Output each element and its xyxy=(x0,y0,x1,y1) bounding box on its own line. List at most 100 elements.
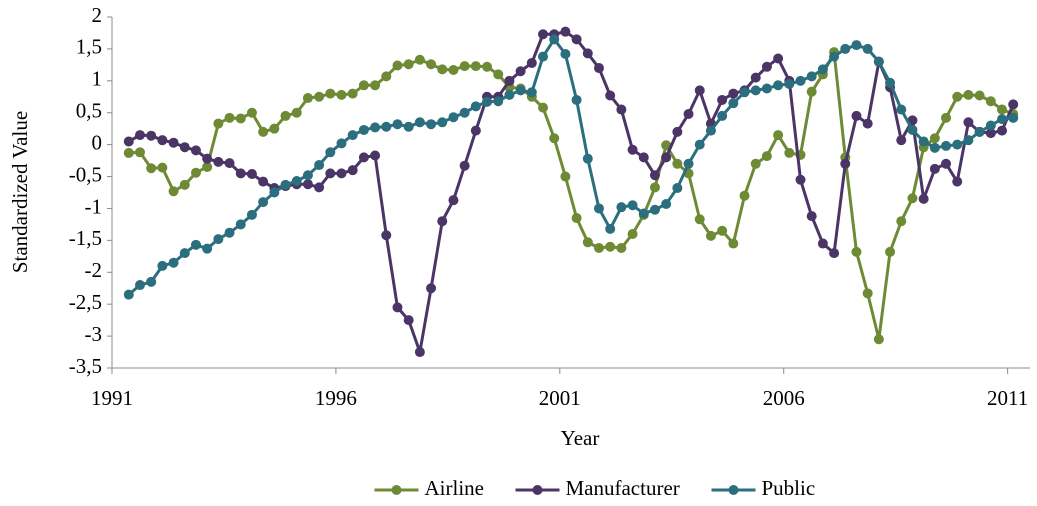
data-point xyxy=(896,104,907,115)
data-point xyxy=(179,142,190,153)
data-point xyxy=(661,198,672,209)
data-point xyxy=(885,77,896,88)
data-point xyxy=(717,110,728,121)
data-point xyxy=(616,243,627,254)
data-point xyxy=(325,88,336,99)
data-point xyxy=(392,119,403,130)
data-point xyxy=(358,152,369,163)
data-point xyxy=(134,147,145,158)
data-point xyxy=(773,80,784,91)
data-point xyxy=(358,124,369,135)
data-point xyxy=(1008,112,1019,123)
data-point xyxy=(773,53,784,64)
data-point xyxy=(347,165,358,176)
data-point xyxy=(963,89,974,100)
data-point xyxy=(683,109,694,120)
data-point xyxy=(146,130,157,141)
data-point xyxy=(784,147,795,158)
data-point xyxy=(627,200,638,211)
data-point xyxy=(918,136,929,147)
legend-marker xyxy=(532,485,543,495)
data-point xyxy=(661,140,672,151)
data-point xyxy=(224,158,235,169)
data-point xyxy=(538,29,549,40)
data-point xyxy=(862,43,873,54)
data-point xyxy=(168,137,179,148)
data-point xyxy=(560,171,571,182)
data-point xyxy=(649,170,660,181)
data-point xyxy=(347,88,358,99)
data-point xyxy=(907,124,918,135)
data-point xyxy=(571,213,582,224)
data-point xyxy=(560,49,571,60)
data-point xyxy=(526,57,537,68)
data-point xyxy=(280,179,291,190)
data-point xyxy=(929,142,940,153)
data-point xyxy=(638,152,649,163)
y-axis-label: Standardized Value xyxy=(8,111,32,273)
y-tick-label: -3 xyxy=(85,322,103,346)
data-point xyxy=(997,114,1008,125)
data-point xyxy=(280,110,291,121)
data-point xyxy=(392,60,403,71)
data-point xyxy=(1008,99,1019,110)
data-point xyxy=(694,139,705,150)
data-point xyxy=(593,203,604,214)
data-point xyxy=(806,86,817,97)
data-point xyxy=(504,75,515,86)
data-point xyxy=(157,260,168,271)
data-point xyxy=(750,85,761,96)
data-point xyxy=(571,94,582,105)
data-point xyxy=(381,230,392,241)
data-point xyxy=(840,158,851,169)
data-point xyxy=(403,121,414,132)
data-point xyxy=(482,61,493,72)
data-point xyxy=(851,110,862,121)
data-point xyxy=(873,56,884,67)
data-point xyxy=(829,248,840,259)
y-tick-label: -1,5 xyxy=(69,226,102,250)
data-point xyxy=(403,59,414,70)
data-point xyxy=(728,238,739,249)
data-point xyxy=(235,113,246,124)
data-point xyxy=(437,117,448,128)
data-point xyxy=(392,302,403,313)
data-point xyxy=(302,93,313,104)
legend-marker xyxy=(391,485,402,495)
y-tick-label: 0 xyxy=(92,130,103,154)
data-point xyxy=(549,34,560,45)
data-point xyxy=(123,136,134,147)
data-point xyxy=(784,79,795,90)
data-point xyxy=(325,168,336,179)
data-point xyxy=(582,237,593,248)
data-point xyxy=(750,72,761,83)
data-point xyxy=(705,230,716,241)
data-point xyxy=(213,234,224,245)
data-point xyxy=(941,158,952,169)
data-point xyxy=(291,176,302,187)
data-point xyxy=(202,153,213,164)
data-point xyxy=(426,59,437,70)
data-point xyxy=(314,182,325,193)
data-point xyxy=(739,190,750,201)
data-point xyxy=(414,117,425,128)
data-point xyxy=(213,118,224,129)
data-point xyxy=(649,182,660,193)
data-point xyxy=(582,48,593,59)
y-tick-label: -2 xyxy=(85,258,103,282)
data-point xyxy=(582,153,593,164)
data-point xyxy=(672,158,683,169)
data-point xyxy=(314,91,325,102)
data-point xyxy=(224,227,235,238)
x-tick-label: 2011 xyxy=(987,386,1028,410)
data-point xyxy=(952,139,963,150)
y-tick-label: -1 xyxy=(85,194,103,218)
data-point xyxy=(258,126,269,137)
data-point xyxy=(515,66,526,77)
data-point xyxy=(258,176,269,187)
data-point xyxy=(616,202,627,213)
data-point xyxy=(985,120,996,131)
data-point xyxy=(314,160,325,171)
data-point xyxy=(370,80,381,91)
data-point xyxy=(213,156,224,167)
